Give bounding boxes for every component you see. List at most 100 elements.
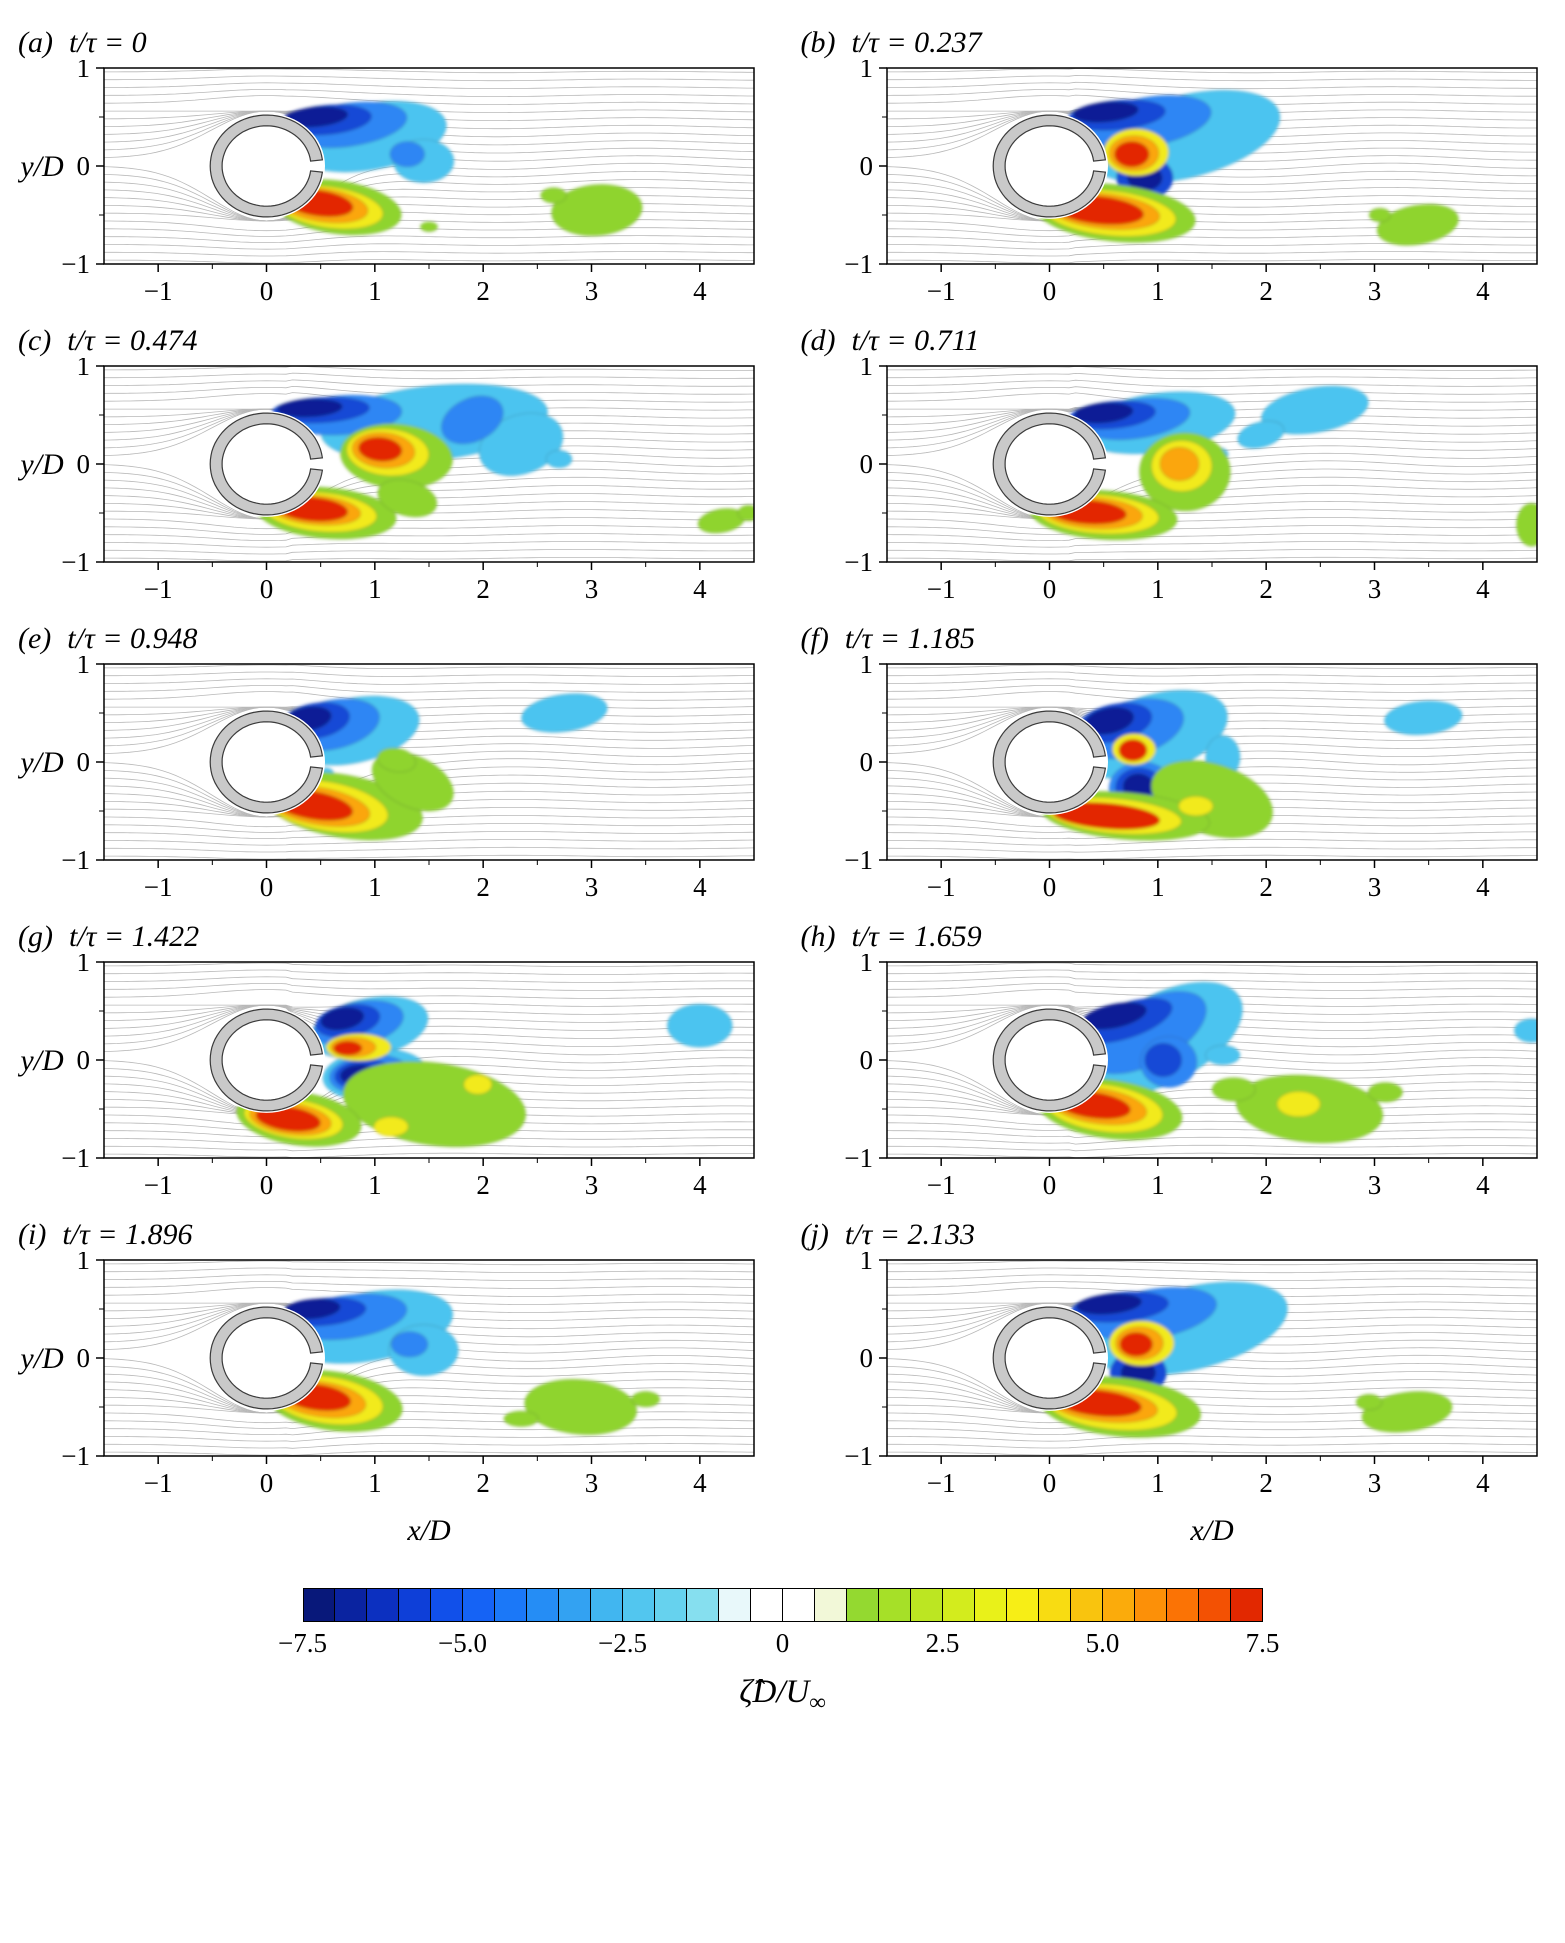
colorbar-tick-label: −7.5 xyxy=(278,1628,327,1658)
streamlines xyxy=(886,962,1537,1158)
panel-title-d: (d) t/τ = 0.711 xyxy=(783,316,1565,358)
colorbar-segment xyxy=(1166,1589,1199,1621)
colorbar-tick-label: 5.0 xyxy=(1085,1628,1120,1658)
x-tick-label: 3 xyxy=(585,276,599,304)
y-tick-label: 0 xyxy=(859,1045,873,1075)
panel-i: (i) t/τ = 1.896 −1 0 1 2 3 4 1 0 −1 y/D x/D xyxy=(0,1198,783,1544)
panel-d: (d) t/τ = 0.711 −1 0 1 2 3 4 1 0 −1 xyxy=(783,304,1565,602)
panel-plot-h: −1 0 1 2 3 4 1 0 −1 xyxy=(844,954,1538,1198)
slotted-cylinder xyxy=(209,710,324,814)
slotted-cylinder xyxy=(992,114,1106,218)
panel-g: (g) t/τ = 1.422 −1 0 1 2 3 4 1 0 −1 y/D xyxy=(0,900,783,1198)
colorbar-segment xyxy=(878,1589,911,1621)
colorbar-segment xyxy=(431,1589,464,1621)
panel-title-e: (e) t/τ = 0.948 xyxy=(0,614,783,656)
panel-index-label: (b) xyxy=(800,26,836,59)
y-tick-label: 1 xyxy=(77,656,91,679)
y-tick-label: 1 xyxy=(859,60,873,83)
panel-time-label: t/τ = 1.422 xyxy=(68,920,200,953)
x-tick-label: 4 xyxy=(693,1170,707,1198)
panel-title-b: (b) t/τ = 0.237 xyxy=(783,18,1565,60)
colorbar-segment xyxy=(687,1589,720,1621)
x-tick-label: 4 xyxy=(693,276,707,304)
panel-index-label: (a) xyxy=(18,26,53,59)
x-tick-label: 4 xyxy=(1476,276,1490,304)
cylinder-interior xyxy=(208,1305,325,1411)
panel-time-label: t/τ = 1.659 xyxy=(851,920,982,953)
panel-title-i: (i) t/τ = 1.896 xyxy=(0,1210,783,1252)
x-tick-label: 3 xyxy=(1367,276,1381,304)
panel-title-g: (g) t/τ = 1.422 xyxy=(0,912,783,954)
x-tick-label: 1 xyxy=(368,1468,382,1498)
colorbar-segment xyxy=(1006,1589,1039,1621)
slotted-cylinder xyxy=(209,114,324,218)
x-tick-label: 3 xyxy=(585,1468,599,1498)
y-tick-label: −1 xyxy=(844,1143,873,1173)
y-tick-label: 0 xyxy=(77,1343,91,1373)
panel-plot-e: −1 0 1 2 3 4 1 0 −1 y/D xyxy=(17,656,755,900)
panel-f: (f) t/τ = 1.185 −1 0 1 2 3 4 1 0 −1 xyxy=(783,602,1565,900)
x-tick-label: 0 xyxy=(260,276,274,304)
colorbar-block: −7.5 −5.0 −2.5 0 2.5 5.0 7.5 ζ̂D/U∞ xyxy=(278,1588,1279,1716)
panel-plot-c: −1 0 1 2 3 4 1 0 −1 y/D xyxy=(17,358,755,602)
y-tick-label: 1 xyxy=(859,1252,873,1275)
panel-time-label: t/τ = 0.948 xyxy=(67,622,198,655)
colorbar-segment xyxy=(527,1589,560,1621)
colorbar-segment xyxy=(910,1589,943,1621)
x-tick-label: 1 xyxy=(1151,574,1165,602)
colorbar-segment xyxy=(655,1589,688,1621)
panel-j: (j) t/τ = 2.133 −1 0 1 2 3 4 1 0 −1 x/D xyxy=(783,1198,1565,1544)
panel-time-label: t/τ = 1.185 xyxy=(844,622,975,655)
x-tick-label: 0 xyxy=(1042,1468,1056,1498)
panel-time-label: t/τ = 0 xyxy=(68,26,147,59)
panel-time-label: t/τ = 0.711 xyxy=(851,324,980,357)
slotted-cylinder xyxy=(209,1008,324,1112)
y-tick-label: 1 xyxy=(859,954,873,977)
cylinder-interior xyxy=(990,113,1108,219)
cylinder-interior xyxy=(990,1305,1108,1411)
colorbar-segment xyxy=(719,1589,752,1621)
colorbar-segment xyxy=(942,1589,975,1621)
panel-plot-g: −1 0 1 2 3 4 1 0 −1 y/D xyxy=(17,954,755,1198)
cylinder-interior xyxy=(208,1007,325,1113)
colorbar-segment xyxy=(399,1589,432,1621)
x-tick-label: 2 xyxy=(1259,872,1273,900)
x-tick-label: 3 xyxy=(585,574,599,602)
panels-grid: (a) t/τ = 0 −1 0 1 2 3 4 1 0 −1 y/D (b) t/τ = 0.237 −1… xyxy=(0,6,1565,1544)
x-tick-label: 0 xyxy=(260,872,274,900)
x-tick-label: 2 xyxy=(476,276,490,304)
x-tick-label: 2 xyxy=(476,1468,490,1498)
x-tick-label: −1 xyxy=(144,276,173,304)
vorticity-contours xyxy=(1040,689,1463,841)
x-tick-label: 3 xyxy=(1367,574,1381,602)
x-tick-label: 2 xyxy=(1259,1170,1273,1198)
colorbar-segment xyxy=(559,1589,592,1621)
y-tick-label: 0 xyxy=(77,1045,91,1075)
x-tick-label: −1 xyxy=(926,1468,955,1498)
x-tick-label: 2 xyxy=(476,574,490,602)
panel-plot-b: −1 0 1 2 3 4 1 0 −1 xyxy=(844,60,1538,304)
panel-time-label: t/τ = 2.133 xyxy=(844,1218,975,1251)
panel-index-label: (f) xyxy=(800,622,829,655)
y-tick-label: 0 xyxy=(859,449,873,479)
y-tick-label: 1 xyxy=(77,60,91,83)
colorbar-segment xyxy=(751,1589,784,1621)
y-axis-label: y/D xyxy=(17,1342,64,1375)
panel-title-f: (f) t/τ = 1.185 xyxy=(783,614,1565,656)
x-tick-label: 3 xyxy=(1367,1170,1381,1198)
colorbar-segment xyxy=(1102,1589,1135,1621)
x-tick-label: 2 xyxy=(476,872,490,900)
cylinder-interior xyxy=(208,411,325,517)
panel-c: (c) t/τ = 0.474 −1 0 1 2 3 4 1 0 −1 y/D xyxy=(0,304,783,602)
panel-e: (e) t/τ = 0.948 −1 0 1 2 3 4 1 0 −1 y/D xyxy=(0,602,783,900)
panel-plot-j: −1 0 1 2 3 4 1 0 −1 x/D xyxy=(844,1252,1538,1544)
x-axis-label: x/D xyxy=(406,1514,451,1544)
colorbar-segment xyxy=(1134,1589,1167,1621)
x-tick-label: −1 xyxy=(144,872,173,900)
panel-h: (h) t/τ = 1.659 −1 0 1 2 3 4 1 0 −1 xyxy=(783,900,1565,1198)
slotted-cylinder xyxy=(992,1008,1106,1112)
colorbar-segment xyxy=(303,1589,336,1621)
y-tick-label: 0 xyxy=(859,1343,873,1373)
y-tick-label: 0 xyxy=(77,747,91,777)
y-tick-label: 1 xyxy=(859,358,873,381)
